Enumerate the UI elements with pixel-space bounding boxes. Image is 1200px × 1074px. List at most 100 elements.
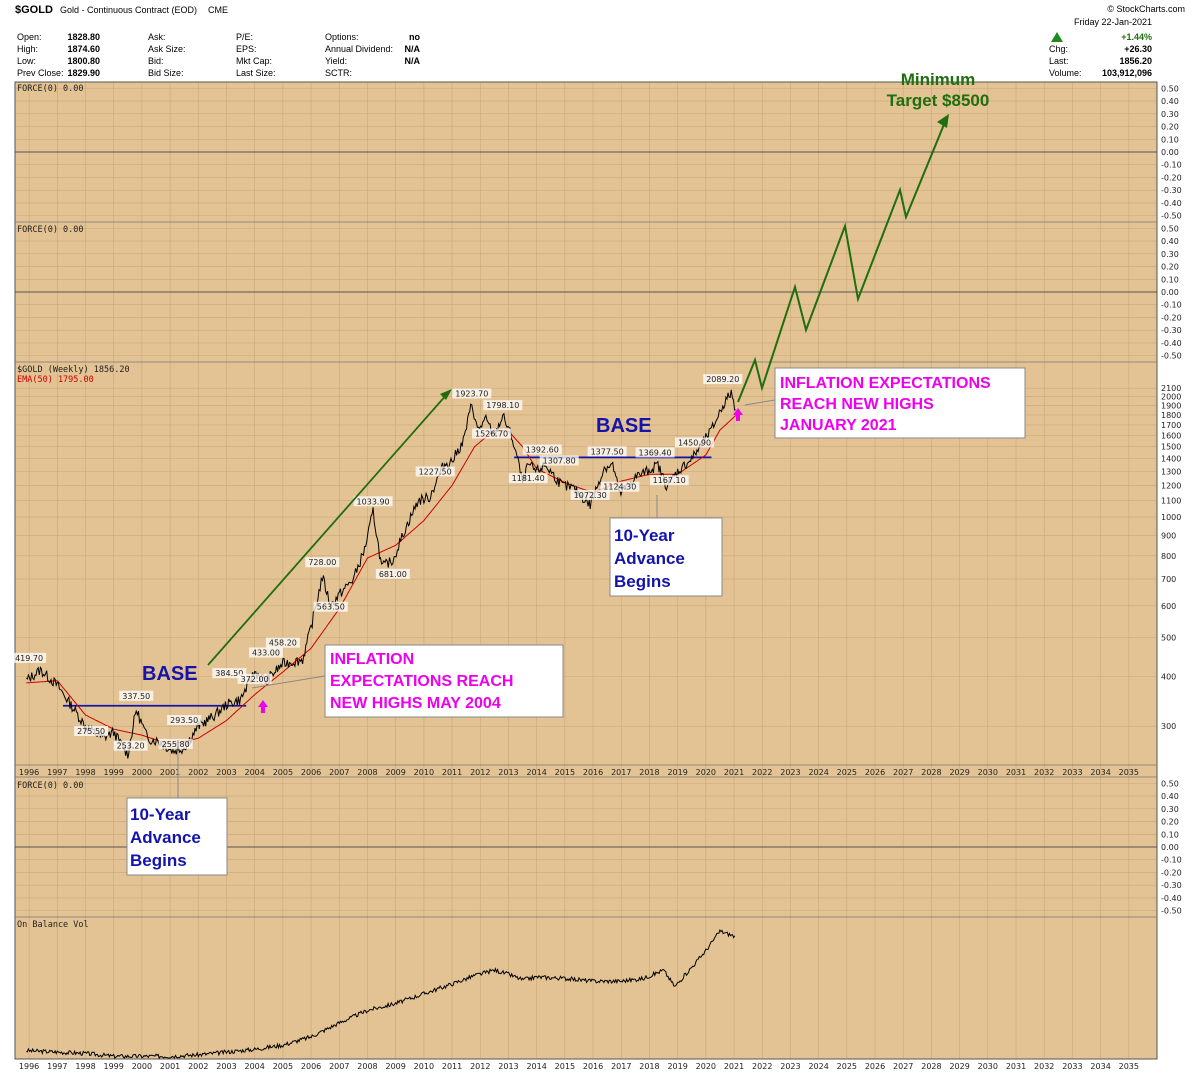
x-tick-label: 2007 [329, 768, 349, 777]
quote-field-label: Options: [325, 32, 359, 42]
y-tick-label: -0.20 [1161, 173, 1182, 182]
volume-label: Volume: [1049, 68, 1082, 78]
x-tick-label: 2018 [639, 768, 659, 777]
price-line [26, 389, 736, 759]
price-label: 2089.20 [703, 374, 743, 385]
y-tick-label: 1300 [1161, 468, 1181, 477]
price-label: 1923.70 [452, 388, 492, 399]
x-tick-label: 2027 [893, 1062, 913, 1071]
quote-field-label: Prev Close: [17, 68, 64, 78]
quote-field-label: Low: [17, 56, 36, 66]
inflation-2021-line3: JANUARY 2021 [780, 417, 897, 434]
y-tick-label: 2100 [1161, 384, 1181, 393]
svg-text:1798.10: 1798.10 [486, 401, 519, 410]
x-tick-label: 2029 [949, 1062, 969, 1071]
advance-1-line3: Begins [130, 851, 187, 870]
y-tick-label: 0.10 [1161, 135, 1179, 144]
inflation-2004-line2: EXPECTATIONS REACH [330, 673, 513, 690]
quote-field-value: no [409, 32, 420, 42]
y-tick-label: 0.20 [1161, 818, 1179, 827]
x-tick-label: 2023 [780, 768, 800, 777]
y-tick-label: 500 [1161, 633, 1176, 642]
x-tick-label: 2019 [667, 1062, 687, 1071]
y-tick-label: 0.20 [1161, 263, 1179, 272]
advance-1-box [126, 797, 228, 876]
svg-text:372.00: 372.00 [241, 675, 269, 684]
x-tick-label: 2011 [442, 768, 462, 777]
inflation-2004-box [324, 644, 564, 718]
x-tick-label: 2029 [949, 768, 969, 777]
price-label: 1377.50 [587, 446, 627, 457]
price-label: 372.00 [237, 673, 272, 684]
svg-text:337.50: 337.50 [122, 692, 150, 701]
x-tick-label: 2013 [498, 1062, 518, 1071]
x-tick-label: 1999 [104, 768, 124, 777]
x-tick-label: 2001 [160, 768, 180, 777]
x-tick-label: 2016 [583, 1062, 603, 1071]
x-tick-label: 2015 [555, 768, 575, 777]
x-tick-label: 2030 [978, 768, 998, 777]
grid-lines [15, 82, 1157, 1059]
quote-field-label: Open: [17, 32, 42, 42]
quote-field-label: Yield: [325, 56, 347, 66]
y-tick-label: 0.20 [1161, 123, 1179, 132]
quote-field-value: 1828.80 [67, 32, 100, 42]
svg-text:681.00: 681.00 [379, 570, 407, 579]
y-tick-label: 0.30 [1161, 805, 1179, 814]
price-label: 1798.10 [483, 400, 523, 411]
svg-text:293.50: 293.50 [170, 716, 198, 725]
svg-text:275.50: 275.50 [77, 727, 105, 736]
price-label: 1450.90 [675, 437, 715, 448]
x-tick-label: 2000 [132, 1062, 152, 1071]
y-tick-label: 1400 [1161, 455, 1181, 464]
x-tick-label: 2022 [752, 1062, 772, 1071]
x-tick-label: 2005 [273, 768, 293, 777]
quote-field-value: 1829.90 [67, 68, 100, 78]
x-tick-label: 2033 [1062, 1062, 1082, 1071]
x-tick-label: 2032 [1034, 768, 1054, 777]
svg-text:1033.90: 1033.90 [357, 497, 390, 506]
y-tick-label: -0.10 [1161, 301, 1182, 310]
y-tick-label: 0.40 [1161, 97, 1179, 106]
chg-value: +26.30 [1124, 44, 1152, 54]
up-arrow-icon [1051, 32, 1063, 42]
x-tick-label: 2022 [752, 768, 772, 777]
chart-marks: 419.70 337.50 275.50 253.20 255.80 293.50 384.… [12, 114, 1157, 1060]
quote-field-label: Mkt Cap: [236, 56, 272, 66]
watermark: © StockCharts.com [1107, 4, 1185, 14]
x-tick-label: 2030 [978, 1062, 998, 1071]
x-tick-label: 2021 [724, 1062, 744, 1071]
quote-fields: Open: 1828.80 High: 1874.60 Low: 1800.80Prev … [17, 32, 421, 78]
price-label: 728.00 [305, 557, 340, 568]
price-label: 1181.40 [508, 473, 548, 484]
force-panel-3-title: FORCE(0) 0.00 [17, 781, 84, 791]
x-tick-label: 2019 [667, 768, 687, 777]
svg-text:1526.70: 1526.70 [475, 430, 508, 439]
x-tick-label: 2027 [893, 768, 913, 777]
x-tick-label: 2006 [301, 1062, 321, 1071]
base-right-label: BASE [596, 415, 652, 437]
last-label: Last: [1049, 56, 1069, 66]
price-label: 433.00 [248, 647, 283, 658]
y-tick-label: 1800 [1161, 411, 1181, 420]
y-tick-label: 1000 [1161, 513, 1181, 522]
arrow-head-icon [440, 389, 452, 400]
y-tick-label: 0.00 [1161, 288, 1179, 297]
x-tick-label: 2004 [244, 1062, 264, 1071]
quote-field-value: 1874.60 [67, 44, 100, 54]
x-tick-label: 2001 [160, 1062, 180, 1071]
svg-text:1307.80: 1307.80 [543, 456, 576, 465]
x-tick-label: 2004 [244, 768, 264, 777]
x-tick-label: 2018 [639, 1062, 659, 1071]
panel-separators [15, 221, 1157, 918]
svg-text:1377.50: 1377.50 [591, 447, 624, 456]
y-tick-label: -0.10 [1161, 856, 1182, 865]
quote-field-value: N/A [405, 44, 421, 54]
price-label: 1307.80 [539, 455, 579, 466]
y-tick-label: 0.40 [1161, 237, 1179, 246]
symbol-label: $GOLD [15, 4, 53, 16]
chart-header: $GOLD Gold - Continuous Contract (EOD) C… [15, 4, 1185, 78]
x-tick-label: 2020 [696, 1062, 716, 1071]
svg-text:384.50: 384.50 [215, 669, 243, 678]
x-tick-label: 2012 [470, 1062, 490, 1071]
